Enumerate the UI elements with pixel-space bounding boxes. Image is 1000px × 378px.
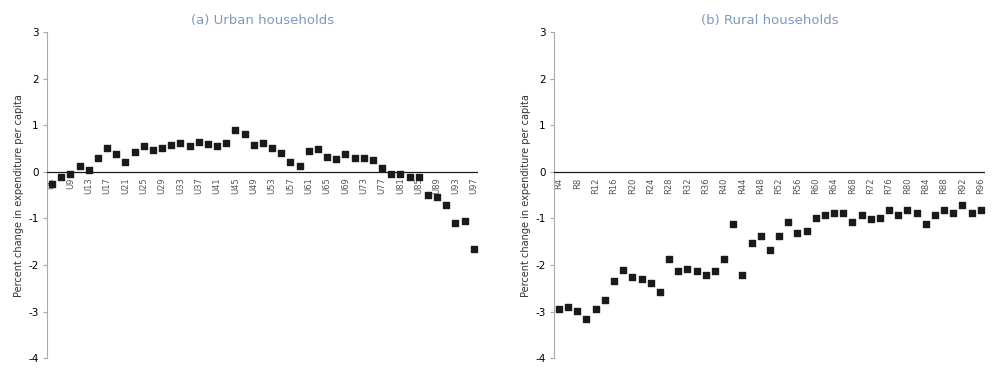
Point	[429, 194, 445, 200]
Point	[872, 214, 888, 220]
Point	[44, 181, 60, 187]
Point	[679, 266, 695, 272]
Point	[780, 219, 796, 225]
Point	[744, 240, 760, 246]
Point	[200, 141, 216, 147]
Point	[438, 202, 454, 208]
Y-axis label: Percent change in expenditure per capita: Percent change in expenditure per capita	[521, 94, 531, 297]
Point	[634, 276, 650, 282]
Point	[328, 156, 344, 162]
Point	[227, 127, 243, 133]
Point	[447, 220, 463, 226]
Point	[588, 306, 604, 312]
Point	[945, 210, 961, 216]
Point	[615, 266, 631, 273]
Point	[163, 142, 179, 148]
Point	[954, 202, 970, 208]
Point	[255, 140, 271, 146]
Point	[457, 218, 473, 224]
Point	[753, 233, 769, 239]
Point	[927, 212, 943, 218]
Point	[936, 207, 952, 213]
Point	[273, 150, 289, 156]
Point	[661, 256, 677, 262]
Point	[808, 214, 824, 220]
Point	[145, 147, 161, 153]
Point	[237, 131, 253, 137]
Point	[374, 165, 390, 171]
Point	[172, 140, 188, 146]
Point	[99, 145, 115, 151]
Point	[209, 143, 225, 149]
Point	[466, 246, 482, 252]
Point	[117, 159, 133, 165]
Point	[734, 272, 750, 278]
Point	[789, 230, 805, 236]
Y-axis label: Percent change in expenditure per capita: Percent change in expenditure per capita	[14, 94, 24, 297]
Point	[597, 297, 613, 303]
Point	[890, 212, 906, 218]
Point	[301, 149, 317, 155]
Point	[337, 151, 353, 157]
Point	[689, 268, 705, 274]
Point	[844, 219, 860, 225]
Point	[652, 289, 668, 295]
Point	[826, 210, 842, 216]
Point	[964, 210, 980, 216]
Point	[356, 155, 372, 161]
Point	[799, 228, 815, 234]
Point	[762, 247, 778, 253]
Point	[347, 155, 363, 161]
Title: (a) Urban households: (a) Urban households	[191, 14, 334, 27]
Point	[81, 167, 97, 173]
Point	[292, 163, 308, 169]
Point	[863, 216, 879, 222]
Point	[411, 174, 427, 180]
Point	[264, 145, 280, 151]
Point	[72, 163, 88, 169]
Point	[127, 149, 143, 155]
Point	[698, 272, 714, 278]
Point	[670, 268, 686, 274]
Point	[725, 221, 741, 227]
Point	[854, 212, 870, 218]
Point	[560, 304, 576, 310]
Point	[136, 143, 152, 149]
Point	[365, 157, 381, 163]
Point	[578, 316, 594, 322]
Point	[53, 174, 69, 180]
Point	[835, 210, 851, 216]
Point	[108, 151, 124, 157]
Point	[62, 171, 78, 177]
Point	[643, 280, 659, 286]
Point	[191, 139, 207, 145]
Point	[246, 142, 262, 148]
Point	[817, 212, 833, 218]
Point	[606, 278, 622, 284]
Point	[282, 159, 298, 165]
Title: (b) Rural households: (b) Rural households	[701, 14, 839, 27]
Point	[420, 192, 436, 198]
Point	[973, 207, 989, 213]
Point	[154, 145, 170, 151]
Point	[402, 175, 418, 181]
Point	[899, 207, 915, 213]
Point	[771, 233, 787, 239]
Point	[909, 210, 925, 216]
Point	[392, 171, 408, 177]
Point	[918, 221, 934, 227]
Point	[716, 256, 732, 262]
Point	[707, 268, 723, 274]
Point	[624, 274, 640, 280]
Point	[90, 155, 106, 161]
Point	[881, 207, 897, 213]
Point	[310, 146, 326, 152]
Point	[182, 143, 198, 149]
Point	[383, 171, 399, 177]
Point	[551, 306, 567, 312]
Point	[218, 139, 234, 146]
Point	[569, 308, 585, 314]
Point	[319, 154, 335, 160]
